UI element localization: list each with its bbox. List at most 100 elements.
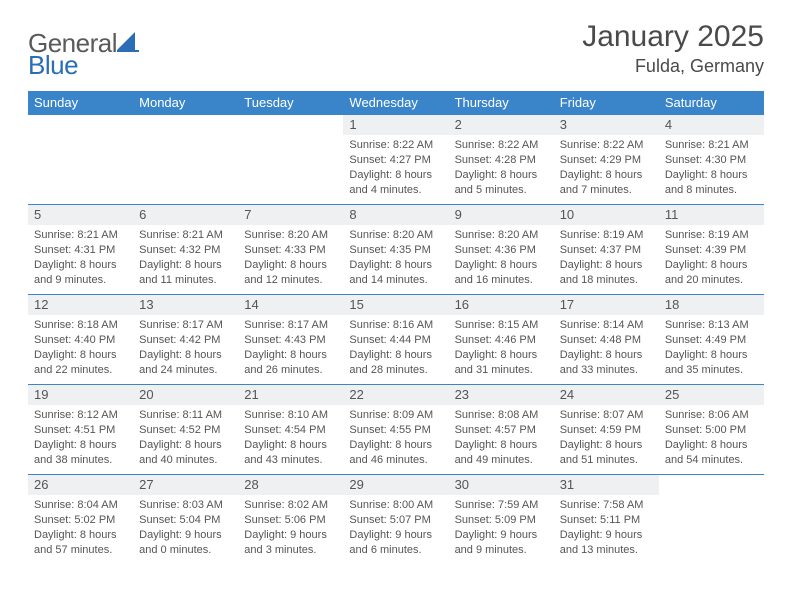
calendar-cell: 20Sunrise: 8:11 AMSunset: 4:52 PMDayligh…	[133, 385, 238, 475]
logo-word-2: Blue	[28, 50, 78, 80]
day-details: Sunrise: 8:13 AMSunset: 4:49 PMDaylight:…	[659, 315, 764, 381]
day-details: Sunrise: 8:21 AMSunset: 4:30 PMDaylight:…	[659, 135, 764, 201]
day-details: Sunrise: 8:03 AMSunset: 5:04 PMDaylight:…	[133, 495, 238, 561]
calendar-cell: 13Sunrise: 8:17 AMSunset: 4:42 PMDayligh…	[133, 295, 238, 385]
day-number: 2	[449, 115, 554, 135]
day-details: Sunrise: 8:17 AMSunset: 4:42 PMDaylight:…	[133, 315, 238, 381]
day-number: 22	[343, 385, 448, 405]
day-details: Sunrise: 8:21 AMSunset: 4:31 PMDaylight:…	[28, 225, 133, 291]
calendar-week-row: 5Sunrise: 8:21 AMSunset: 4:31 PMDaylight…	[28, 205, 764, 295]
weekday-heading: Monday	[133, 91, 238, 115]
day-number: 30	[449, 475, 554, 495]
logo-word-2-wrap: Blue	[28, 50, 78, 81]
day-number: 8	[343, 205, 448, 225]
day-number: 7	[238, 205, 343, 225]
day-number: 15	[343, 295, 448, 315]
day-details: Sunrise: 8:20 AMSunset: 4:36 PMDaylight:…	[449, 225, 554, 291]
calendar-cell: 29Sunrise: 8:00 AMSunset: 5:07 PMDayligh…	[343, 475, 448, 565]
day-number: 4	[659, 115, 764, 135]
calendar-cell: 21Sunrise: 8:10 AMSunset: 4:54 PMDayligh…	[238, 385, 343, 475]
calendar-cell: 28Sunrise: 8:02 AMSunset: 5:06 PMDayligh…	[238, 475, 343, 565]
day-number: 31	[554, 475, 659, 495]
day-details: Sunrise: 8:00 AMSunset: 5:07 PMDaylight:…	[343, 495, 448, 561]
calendar-cell: 4Sunrise: 8:21 AMSunset: 4:30 PMDaylight…	[659, 115, 764, 205]
day-number: 21	[238, 385, 343, 405]
day-number: 11	[659, 205, 764, 225]
calendar-head: Sunday Monday Tuesday Wednesday Thursday…	[28, 91, 764, 115]
day-details: Sunrise: 8:18 AMSunset: 4:40 PMDaylight:…	[28, 315, 133, 381]
calendar-cell: 12Sunrise: 8:18 AMSunset: 4:40 PMDayligh…	[28, 295, 133, 385]
day-number: 14	[238, 295, 343, 315]
calendar-cell: 9Sunrise: 8:20 AMSunset: 4:36 PMDaylight…	[449, 205, 554, 295]
title-block: January 2025 Fulda, Germany	[582, 20, 764, 77]
day-number	[659, 475, 764, 495]
calendar-cell: 27Sunrise: 8:03 AMSunset: 5:04 PMDayligh…	[133, 475, 238, 565]
calendar-cell: 2Sunrise: 8:22 AMSunset: 4:28 PMDaylight…	[449, 115, 554, 205]
calendar-week-row: 12Sunrise: 8:18 AMSunset: 4:40 PMDayligh…	[28, 295, 764, 385]
day-number: 25	[659, 385, 764, 405]
day-details: Sunrise: 8:19 AMSunset: 4:39 PMDaylight:…	[659, 225, 764, 291]
day-number: 18	[659, 295, 764, 315]
weekday-heading: Thursday	[449, 91, 554, 115]
day-details: Sunrise: 8:22 AMSunset: 4:28 PMDaylight:…	[449, 135, 554, 201]
calendar-cell	[659, 475, 764, 565]
calendar-cell: 10Sunrise: 8:19 AMSunset: 4:37 PMDayligh…	[554, 205, 659, 295]
calendar-cell: 22Sunrise: 8:09 AMSunset: 4:55 PMDayligh…	[343, 385, 448, 475]
calendar-body: 1Sunrise: 8:22 AMSunset: 4:27 PMDaylight…	[28, 115, 764, 565]
day-details: Sunrise: 8:06 AMSunset: 5:00 PMDaylight:…	[659, 405, 764, 471]
calendar-cell: 30Sunrise: 7:59 AMSunset: 5:09 PMDayligh…	[449, 475, 554, 565]
calendar-cell: 5Sunrise: 8:21 AMSunset: 4:31 PMDaylight…	[28, 205, 133, 295]
sail-icon	[117, 32, 139, 57]
day-number: 19	[28, 385, 133, 405]
day-details: Sunrise: 8:15 AMSunset: 4:46 PMDaylight:…	[449, 315, 554, 381]
day-details: Sunrise: 8:20 AMSunset: 4:33 PMDaylight:…	[238, 225, 343, 291]
day-details: Sunrise: 8:17 AMSunset: 4:43 PMDaylight:…	[238, 315, 343, 381]
day-number: 23	[449, 385, 554, 405]
day-number: 12	[28, 295, 133, 315]
calendar-cell: 7Sunrise: 8:20 AMSunset: 4:33 PMDaylight…	[238, 205, 343, 295]
weekday-heading: Saturday	[659, 91, 764, 115]
day-number: 3	[554, 115, 659, 135]
day-details: Sunrise: 7:59 AMSunset: 5:09 PMDaylight:…	[449, 495, 554, 561]
calendar-cell: 18Sunrise: 8:13 AMSunset: 4:49 PMDayligh…	[659, 295, 764, 385]
day-number: 5	[28, 205, 133, 225]
calendar-cell: 25Sunrise: 8:06 AMSunset: 5:00 PMDayligh…	[659, 385, 764, 475]
calendar-cell: 3Sunrise: 8:22 AMSunset: 4:29 PMDaylight…	[554, 115, 659, 205]
day-details: Sunrise: 8:19 AMSunset: 4:37 PMDaylight:…	[554, 225, 659, 291]
calendar-cell: 17Sunrise: 8:14 AMSunset: 4:48 PMDayligh…	[554, 295, 659, 385]
calendar-cell	[238, 115, 343, 205]
calendar-week-row: 1Sunrise: 8:22 AMSunset: 4:27 PMDaylight…	[28, 115, 764, 205]
weekday-heading: Wednesday	[343, 91, 448, 115]
calendar-cell: 14Sunrise: 8:17 AMSunset: 4:43 PMDayligh…	[238, 295, 343, 385]
calendar-cell: 6Sunrise: 8:21 AMSunset: 4:32 PMDaylight…	[133, 205, 238, 295]
weekday-heading: Friday	[554, 91, 659, 115]
day-details: Sunrise: 8:11 AMSunset: 4:52 PMDaylight:…	[133, 405, 238, 471]
weekday-row: Sunday Monday Tuesday Wednesday Thursday…	[28, 91, 764, 115]
calendar-cell: 1Sunrise: 8:22 AMSunset: 4:27 PMDaylight…	[343, 115, 448, 205]
calendar-table: Sunday Monday Tuesday Wednesday Thursday…	[28, 91, 764, 565]
day-number: 27	[133, 475, 238, 495]
day-number: 9	[449, 205, 554, 225]
day-details: Sunrise: 8:10 AMSunset: 4:54 PMDaylight:…	[238, 405, 343, 471]
day-details: Sunrise: 8:22 AMSunset: 4:29 PMDaylight:…	[554, 135, 659, 201]
calendar-cell: 31Sunrise: 7:58 AMSunset: 5:11 PMDayligh…	[554, 475, 659, 565]
page: General January 2025 Fulda, Germany Blue…	[0, 0, 792, 565]
month-title: January 2025	[582, 20, 764, 54]
day-details: Sunrise: 8:16 AMSunset: 4:44 PMDaylight:…	[343, 315, 448, 381]
day-details: Sunrise: 8:22 AMSunset: 4:27 PMDaylight:…	[343, 135, 448, 201]
day-details: Sunrise: 8:20 AMSunset: 4:35 PMDaylight:…	[343, 225, 448, 291]
day-details: Sunrise: 8:07 AMSunset: 4:59 PMDaylight:…	[554, 405, 659, 471]
day-details: Sunrise: 8:04 AMSunset: 5:02 PMDaylight:…	[28, 495, 133, 561]
calendar-cell: 8Sunrise: 8:20 AMSunset: 4:35 PMDaylight…	[343, 205, 448, 295]
day-number	[133, 115, 238, 135]
day-number: 6	[133, 205, 238, 225]
calendar-week-row: 19Sunrise: 8:12 AMSunset: 4:51 PMDayligh…	[28, 385, 764, 475]
calendar-cell: 24Sunrise: 8:07 AMSunset: 4:59 PMDayligh…	[554, 385, 659, 475]
day-details: Sunrise: 8:14 AMSunset: 4:48 PMDaylight:…	[554, 315, 659, 381]
day-number: 17	[554, 295, 659, 315]
calendar-cell: 26Sunrise: 8:04 AMSunset: 5:02 PMDayligh…	[28, 475, 133, 565]
calendar-cell: 16Sunrise: 8:15 AMSunset: 4:46 PMDayligh…	[449, 295, 554, 385]
calendar-cell: 23Sunrise: 8:08 AMSunset: 4:57 PMDayligh…	[449, 385, 554, 475]
weekday-heading: Sunday	[28, 91, 133, 115]
calendar-cell	[133, 115, 238, 205]
